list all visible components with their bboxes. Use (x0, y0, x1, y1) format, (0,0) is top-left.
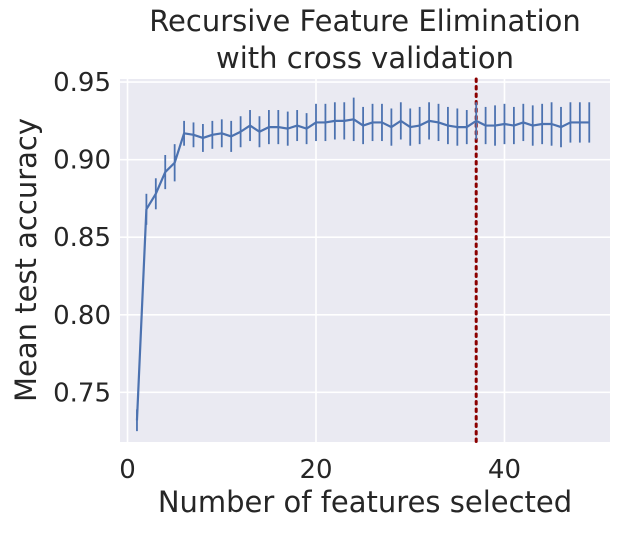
mean-accuracy-line (135, 118, 590, 421)
chart-title-line-1: Recursive Feature Elimination (149, 4, 581, 38)
y-tick-label: 0.95 (53, 68, 111, 98)
y-axis-label: Mean test accuracy (9, 118, 43, 402)
x-axis-label: Number of features selected (158, 485, 572, 519)
y-tick-label: 0.90 (53, 146, 111, 176)
x-tick-label: 0 (119, 455, 136, 485)
x-tick-label: 40 (488, 455, 521, 485)
chart-title-line-2: with cross validation (216, 41, 514, 75)
x-tick-labels: 0 20 40 (119, 455, 521, 485)
y-tick-label: 0.85 (53, 223, 111, 253)
y-tick-label: 0.80 (53, 301, 111, 331)
y-tick-label: 0.75 (53, 378, 111, 408)
y-tick-labels: 0.75 0.80 0.85 0.90 0.95 (53, 68, 111, 408)
x-tick-label: 20 (299, 455, 332, 485)
plot-background (120, 79, 610, 442)
series-line (135, 118, 590, 421)
